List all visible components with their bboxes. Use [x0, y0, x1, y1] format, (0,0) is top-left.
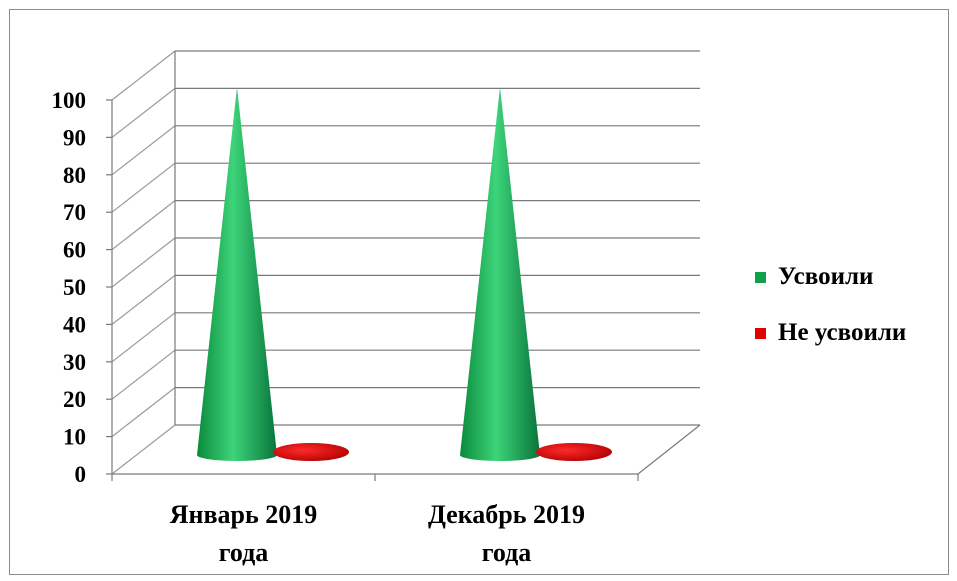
gridline-side [111, 125, 176, 176]
disc-base [536, 443, 612, 461]
chart-marks [197, 87, 612, 461]
disc-base [273, 443, 349, 461]
gridline-side [111, 237, 176, 288]
y-tick-label: 30 [63, 350, 86, 375]
y-tick-label: 100 [52, 88, 87, 113]
gridline-side [111, 424, 176, 475]
legend-swatch-series-1 [755, 271, 766, 283]
y-tick-label: 0 [75, 462, 87, 487]
disc-bar [536, 443, 612, 461]
cone-body [197, 87, 277, 461]
gridline-side [111, 87, 176, 138]
y-tick-label: 60 [63, 238, 86, 263]
axes [106, 51, 701, 481]
legend-label-series-2: Не усвоили [778, 319, 907, 346]
y-tick-label: 40 [63, 312, 86, 337]
legend-item-series-1: Усвоили [755, 262, 906, 292]
y-axis-ticks: 0 10 20 30 40 50 60 70 80 90 100 [52, 88, 87, 487]
y-tick-label: 80 [63, 163, 86, 188]
gridline-side [111, 312, 176, 363]
legend-item-series-2: Не усвоили [755, 318, 906, 348]
gridline-side [111, 274, 176, 325]
y-tick-label: 50 [63, 275, 86, 300]
x-tick-label: года [482, 538, 532, 567]
y-tick-label: 70 [63, 200, 86, 225]
gridline-side [111, 50, 176, 101]
legend-swatch-series-2 [755, 327, 766, 339]
legend: Усвоили Не усвоили [755, 262, 906, 374]
gridline-side [111, 200, 176, 251]
cone-bar [460, 87, 540, 461]
x-tick-label: Январь 2019 [170, 500, 318, 529]
x-tick-label: Декабрь 2019 [428, 500, 585, 529]
y-tick-label: 10 [63, 425, 86, 450]
gridline-side [111, 162, 176, 213]
disc-bar [273, 443, 349, 461]
floor-right-edge [637, 424, 701, 475]
gridline-side [111, 349, 176, 400]
x-axis-labels: Январь 2019 года Декабрь 2019 года [170, 500, 585, 567]
x-tick-label: года [219, 538, 269, 567]
y-tick-label: 20 [63, 387, 86, 412]
gridline-side [111, 387, 176, 438]
cone-bar [197, 87, 277, 461]
gridlines [111, 50, 700, 475]
y-tick-label: 90 [63, 125, 86, 150]
legend-label-series-1: Усвоили [778, 263, 874, 290]
cone-body [460, 87, 540, 461]
